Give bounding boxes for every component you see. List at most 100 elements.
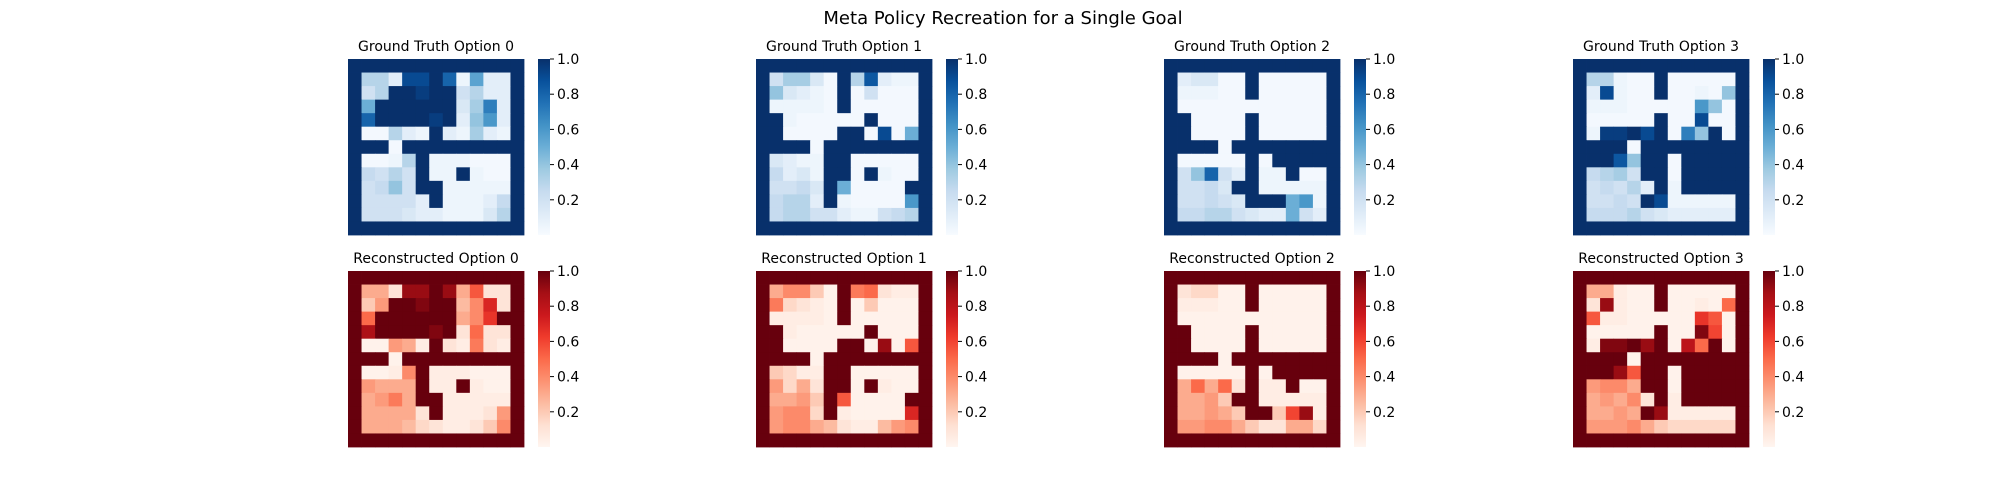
heatmap-cell [1667, 392, 1682, 407]
heatmap-cell [1218, 352, 1233, 367]
heatmap-cell [1694, 392, 1709, 407]
heatmap-cell [877, 86, 892, 101]
heatmap-cell [904, 406, 919, 421]
heatmap-cell [904, 352, 919, 367]
heatmap-cell [1191, 284, 1206, 299]
heatmap-cell [1204, 99, 1219, 114]
heatmap-cell [756, 153, 770, 168]
heatmap-cell [1681, 72, 1696, 87]
heatmap-cell [1299, 406, 1314, 421]
heatmap-cell [429, 194, 444, 209]
heatmap-cell [756, 207, 770, 222]
heatmap-cell [1245, 59, 1260, 73]
heatmap-cell [1708, 126, 1723, 141]
heatmap-cell [1258, 365, 1273, 380]
heatmap-cell [1218, 298, 1233, 313]
heatmap-cell [918, 59, 933, 73]
heatmap-cell [1231, 180, 1246, 195]
heatmap-cell [1600, 207, 1615, 222]
heatmap-cell [1586, 379, 1601, 394]
heatmap-cell [1708, 72, 1723, 87]
heatmap-cell [1573, 59, 1587, 73]
heatmap-cell [510, 153, 525, 168]
heatmap-cell [810, 153, 825, 168]
heatmap-cell [1586, 153, 1601, 168]
heatmap-cell [850, 365, 865, 380]
heatmap-cell [1191, 167, 1206, 182]
heatmap-cell [469, 194, 484, 209]
heatmap-cell [1231, 298, 1246, 313]
heatmap-cell [456, 392, 471, 407]
heatmap-cell [1627, 433, 1642, 448]
heatmap-cell [1721, 271, 1736, 285]
heatmap-cell [1586, 167, 1601, 182]
heatmap-cell [1177, 99, 1192, 114]
heatmap-cell [1681, 298, 1696, 313]
heatmap-cell [1735, 59, 1750, 73]
heatmap-cell [469, 113, 484, 128]
heatmap-cell [1600, 311, 1615, 326]
heatmap-cell [1735, 433, 1750, 448]
heatmap-cell [1299, 365, 1314, 380]
heatmap-cell [402, 140, 417, 155]
colorbar-tick-label: 0.6 [1782, 334, 1804, 350]
heatmap-cell [1735, 180, 1750, 195]
heatmap-cell [469, 207, 484, 222]
heatmap-cell [1272, 221, 1287, 236]
heatmap-cell [402, 406, 417, 421]
heatmap-cell [837, 271, 852, 285]
heatmap-cell [1272, 72, 1287, 87]
heatmap-panels: Ground Truth Option 00.20.40.60.81.0Grou… [348, 39, 1804, 448]
heatmap-cell [1312, 59, 1327, 73]
heatmap-cell [850, 433, 865, 448]
heatmap-cell [1177, 419, 1192, 434]
heatmap-cell [1204, 325, 1219, 340]
heatmap-cell [850, 352, 865, 367]
heatmap-cell [1654, 298, 1669, 313]
heatmap-cell [1654, 140, 1669, 155]
heatmap-cell [877, 325, 892, 340]
heatmap-cell [918, 379, 933, 394]
heatmap-cell [1177, 271, 1192, 285]
colorbar-tick-label: 0.2 [1782, 405, 1804, 421]
heatmap-cell [810, 180, 825, 195]
heatmap-cell [1312, 419, 1327, 434]
heatmap-cell [496, 271, 511, 285]
heatmap-cell [1326, 207, 1341, 222]
heatmap-cell [496, 392, 511, 407]
heatmap-cell [1627, 153, 1642, 168]
heatmap-cell [756, 419, 770, 434]
heatmap-cell [429, 99, 444, 114]
heatmap-cell [1285, 207, 1300, 222]
heatmap-cell [783, 59, 798, 73]
heatmap-title: Reconstructed Option 3 [1578, 251, 1743, 267]
heatmap-cell [769, 419, 784, 434]
heatmap-cell [823, 194, 838, 209]
heatmap-cell [783, 207, 798, 222]
heatmap-cell [1231, 325, 1246, 340]
heatmap-cell [1735, 194, 1750, 209]
heatmap-cell [1654, 99, 1669, 114]
heatmap-cell [1312, 311, 1327, 326]
heatmap-cell [756, 325, 770, 340]
heatmap-cell [429, 271, 444, 285]
heatmap-cell [1600, 325, 1615, 340]
heatmap-cell [1299, 392, 1314, 407]
heatmap-cell [810, 298, 825, 313]
heatmap-cell [823, 59, 838, 73]
heatmap-cell [904, 167, 919, 182]
heatmap-cell [1721, 338, 1736, 353]
heatmap-cell [837, 221, 852, 236]
heatmap-cell [1326, 153, 1341, 168]
heatmap-cell [1164, 207, 1178, 222]
heatmap-cell [429, 126, 444, 141]
colorbar-tick-label: 1.0 [557, 264, 579, 280]
heatmap-cell [1164, 180, 1178, 195]
heatmap-cell [1667, 86, 1682, 101]
heatmap-cell [769, 99, 784, 114]
heatmap-cell [1573, 284, 1587, 299]
heatmap-cell [1600, 433, 1615, 448]
heatmap-cell [496, 167, 511, 182]
heatmap-cell [1285, 59, 1300, 73]
heatmap-cell [483, 271, 498, 285]
